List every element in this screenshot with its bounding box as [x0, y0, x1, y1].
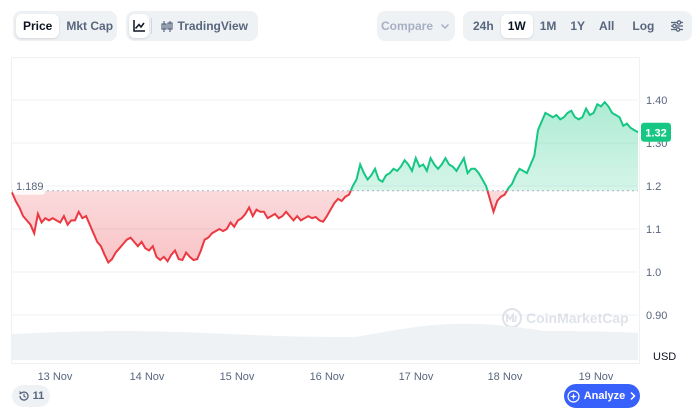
range-1y[interactable]: 1Y: [570, 19, 586, 33]
price-area-below-baseline: [12, 190, 638, 263]
y-axis-unit: USD: [653, 351, 676, 363]
candles-icon: [160, 20, 173, 32]
plot-frame: [11, 57, 640, 364]
grid-lines: [12, 99, 638, 316]
watermark-text: CoinMarketCap: [526, 310, 629, 326]
compare-label: Compare: [380, 19, 433, 33]
chart-view-toggle: TradingView: [126, 11, 258, 41]
price-chart[interactable]: CoinMarketCap 1.189 1.40 1.30 1.2 1.1 1.0 0.9…: [0, 48, 700, 388]
chart-footer: 11 Analyze: [0, 383, 700, 415]
analyze-sparkle-icon: [567, 389, 580, 403]
tab-mkt-cap[interactable]: Mkt Cap: [66, 19, 114, 33]
range-all[interactable]: All: [599, 19, 615, 33]
chevron-down-icon: [440, 23, 450, 30]
range-1w[interactable]: 1W: [500, 14, 533, 38]
range-24h[interactable]: 24h: [473, 19, 494, 33]
divider: [150, 18, 152, 34]
x-tick-label: 18 Nov: [488, 371, 523, 383]
chart-toolbar: Price Mkt Cap TradingView Compare 24h: [0, 0, 700, 50]
tradingview-label: TradingView: [177, 19, 248, 33]
compare-dropdown[interactable]: Compare: [377, 11, 455, 41]
tradingview-button[interactable]: TradingView: [154, 14, 255, 38]
svg-text:1.189: 1.189: [16, 181, 44, 193]
price-line-below-baseline: [11, 190, 509, 265]
volume-area: [12, 323, 638, 360]
x-axis: 13 Nov 14 Nov 15 Nov 16 Nov 17 Nov 18 Nov 19 N…: [38, 371, 614, 383]
chart-type-toggle: Price Mkt Cap: [13, 11, 117, 41]
x-tick-label: 14 Nov: [130, 371, 165, 383]
baseline-label: 1.189: [13, 180, 45, 195]
y-tick-label: 1.40: [646, 95, 667, 107]
y-tick-label: 0.90: [646, 310, 667, 322]
current-price-tag: 1.32: [641, 122, 671, 142]
x-tick-label: 17 Nov: [399, 371, 434, 383]
chart-settings-button[interactable]: [665, 14, 689, 38]
line-chart-icon: [133, 20, 145, 32]
x-tick-label: 13 Nov: [38, 371, 73, 383]
svg-text:1.32: 1.32: [645, 127, 666, 139]
analyze-button[interactable]: Analyze: [564, 384, 640, 408]
x-tick-label: 15 Nov: [220, 371, 255, 383]
y-tick-label: 1.2: [646, 181, 661, 193]
price-area-above-baseline: [350, 102, 638, 191]
price-chart-svg: CoinMarketCap 1.189 1.401.301.21.11.00.9…: [11, 57, 676, 383]
chevron-right-icon: [630, 391, 636, 401]
history-button[interactable]: 11: [12, 385, 50, 407]
y-tick-label: 1.0: [646, 267, 661, 279]
x-tick-label: 16 Nov: [310, 371, 345, 383]
coinmarketcap-watermark: CoinMarketCap: [502, 308, 629, 328]
range-1m[interactable]: 1M: [539, 19, 557, 33]
price-line-above-baseline: [349, 100, 639, 191]
x-tick-label: 19 Nov: [579, 371, 614, 383]
analyze-label: Analyze: [583, 390, 626, 402]
line-chart-button[interactable]: [129, 14, 149, 38]
log-scale-button[interactable]: Log: [632, 19, 655, 33]
time-range-toggle: 24h 1W 1M 1Y All Log: [463, 11, 692, 41]
coinmarketcap-logo-icon: [502, 308, 522, 328]
y-tick-label: 1.1: [646, 224, 661, 236]
history-count: 11: [32, 390, 45, 402]
sliders-icon: [671, 20, 684, 32]
tab-price[interactable]: Price: [16, 14, 60, 38]
history-icon: [18, 391, 29, 401]
